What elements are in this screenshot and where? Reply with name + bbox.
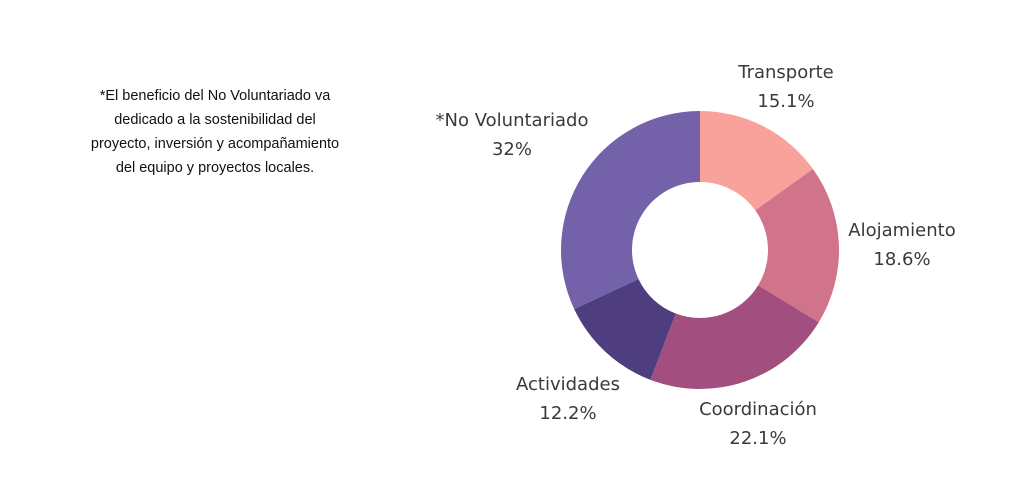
slice-value-transporte: 15.1% <box>757 91 814 112</box>
slice-transporte <box>700 111 813 211</box>
donut-slices <box>561 111 840 389</box>
slice-label-no-voluntariado: *No Voluntariado <box>436 110 589 131</box>
slice-actividades <box>574 278 676 380</box>
slice-label-actividades: Actividades <box>516 374 620 395</box>
slice-value-alojamiento: 18.6% <box>873 249 930 270</box>
slice-value-no-voluntariado: 32% <box>492 139 532 160</box>
slice-alojamiento <box>755 169 840 323</box>
donut-labels: Transporte 15.1% Alojamiento 18.6% Coordinac… <box>436 62 956 449</box>
footnote-text: *El beneficio del No Voluntariado va ded… <box>90 88 340 176</box>
slice-value-coordinacion: 22.1% <box>729 428 786 449</box>
slice-label-transporte: Transporte <box>737 62 834 83</box>
slice-value-actividades: 12.2% <box>539 403 596 424</box>
slice-label-coordinacion: Coordinación <box>699 399 817 420</box>
slice-coordinacion <box>650 285 819 389</box>
slice-no-voluntariado <box>561 111 700 310</box>
slice-label-alojamiento: Alojamiento <box>848 220 955 241</box>
